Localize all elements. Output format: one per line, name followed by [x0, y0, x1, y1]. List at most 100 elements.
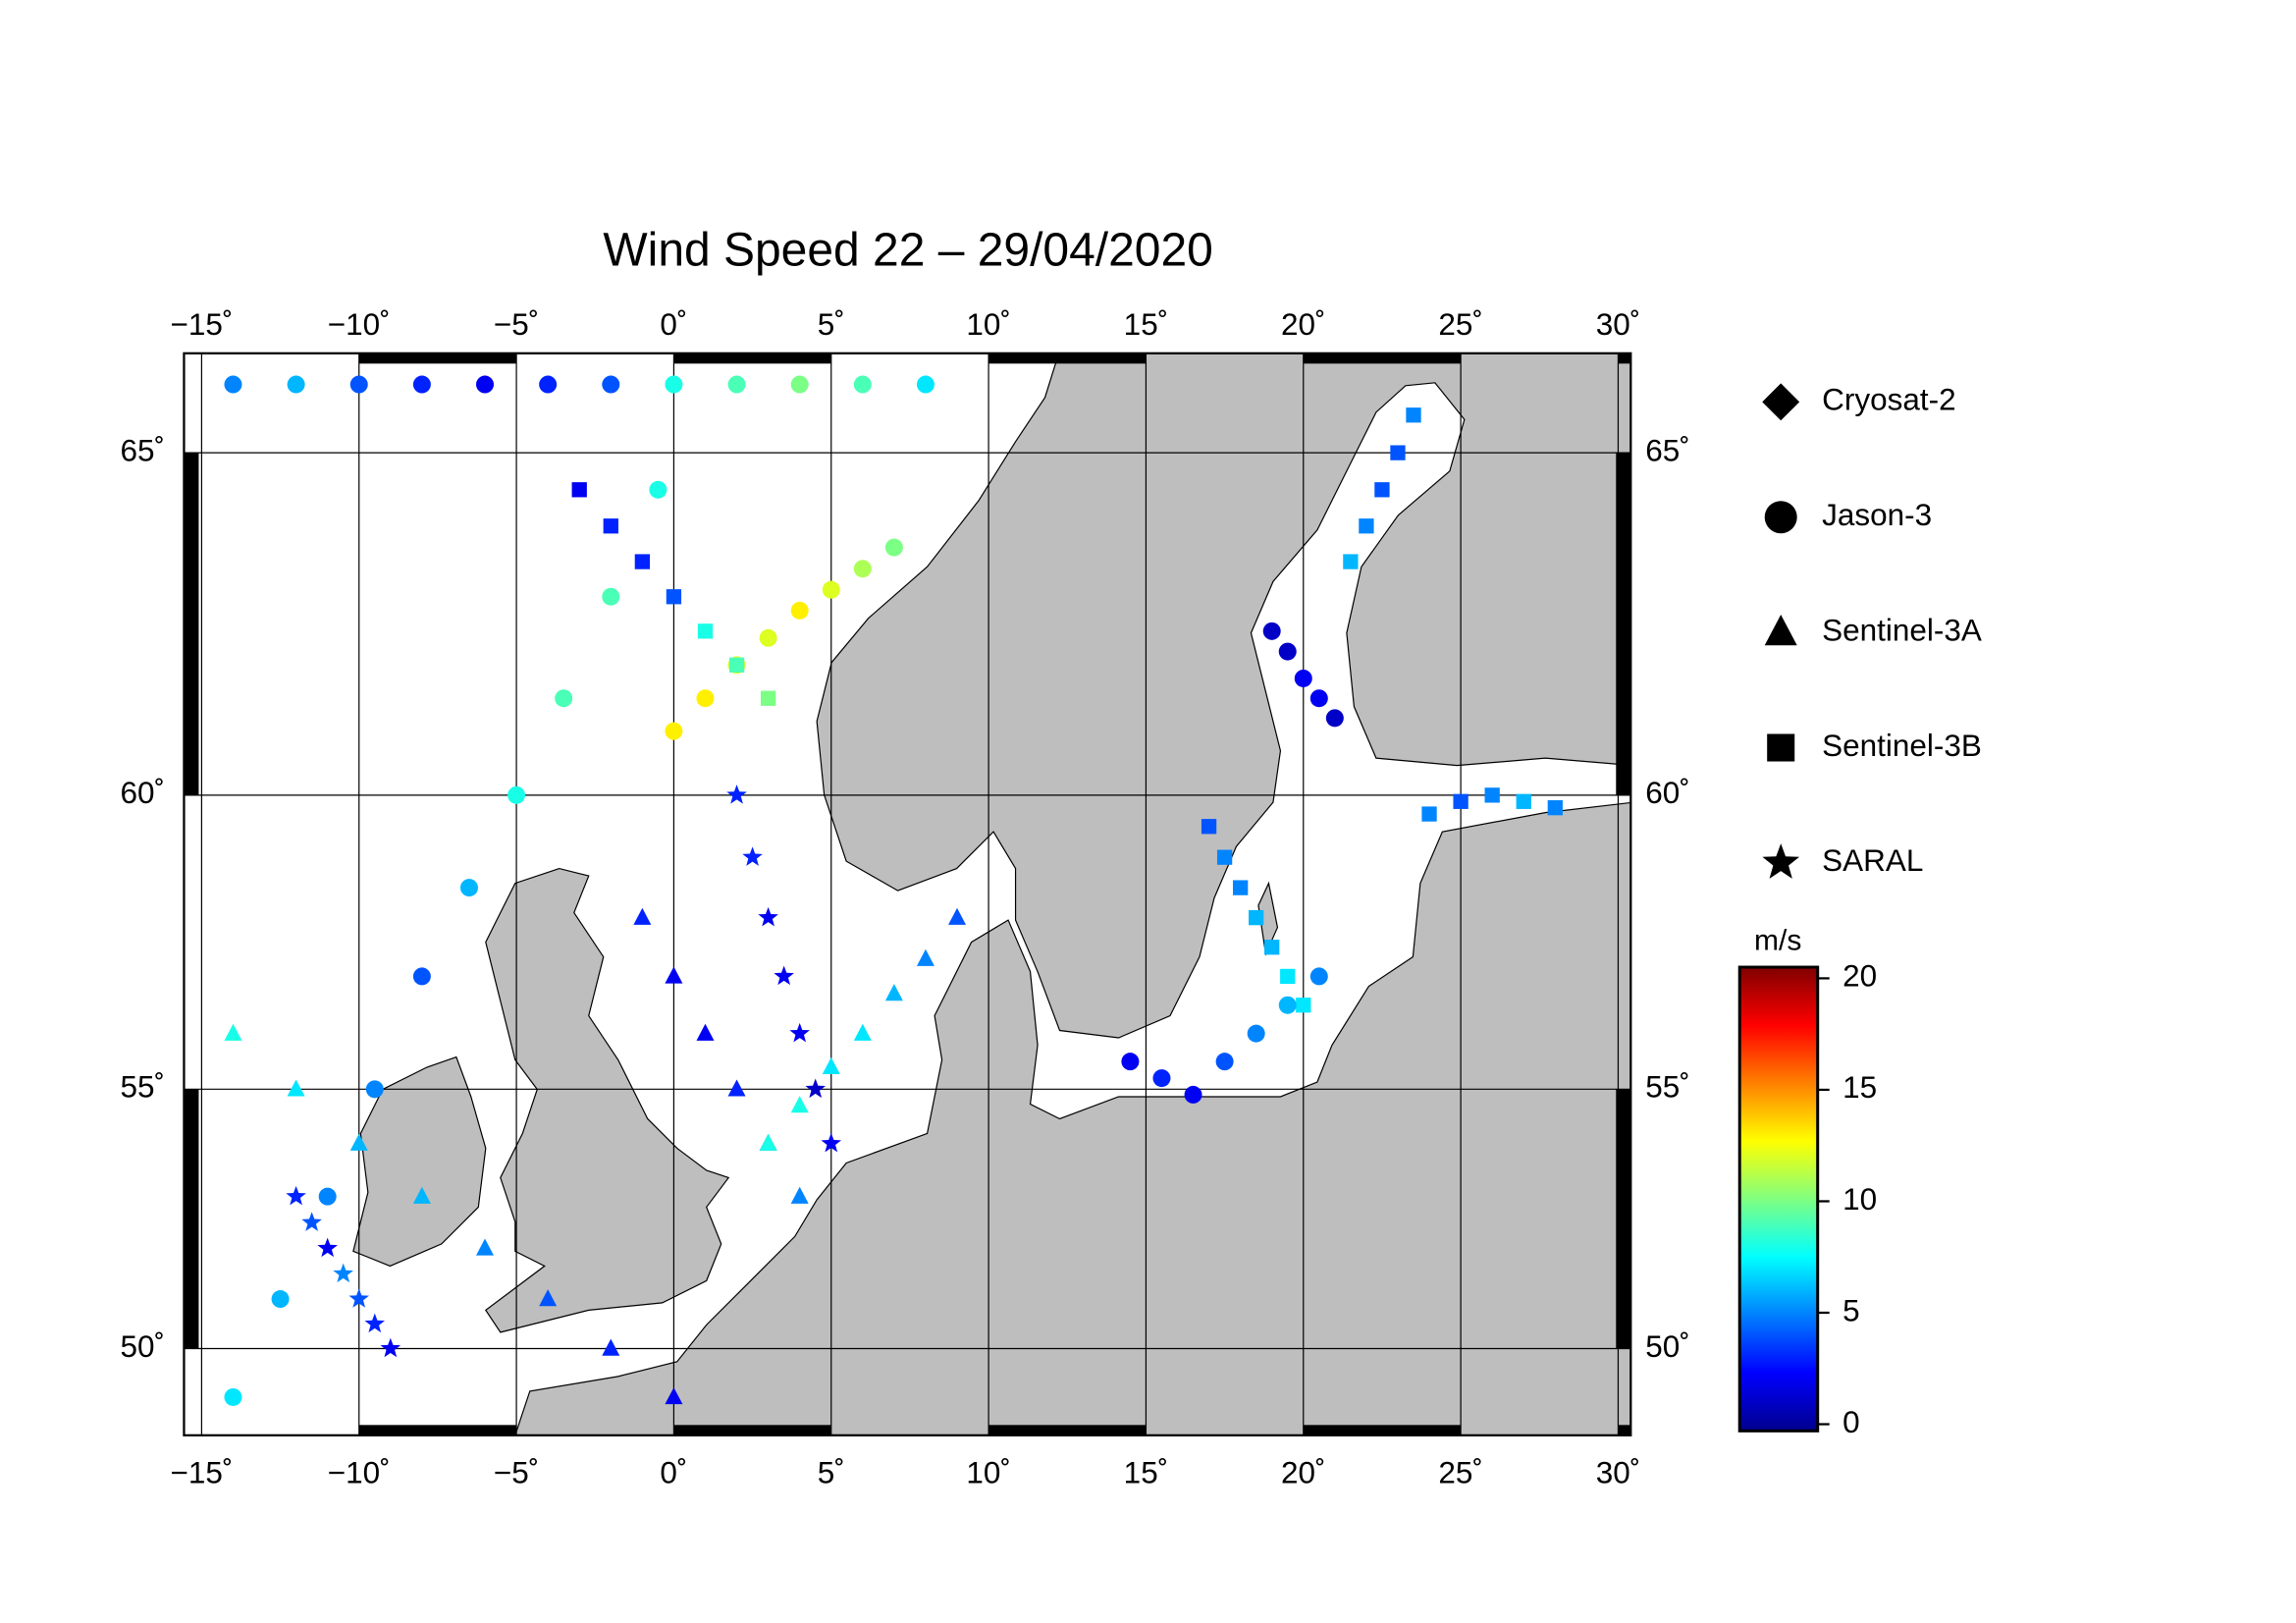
legend-label: SARAL — [1822, 843, 1923, 878]
frame-bar — [358, 352, 517, 364]
colorbar-tick-label: 15 — [1842, 1070, 1877, 1105]
frame-bar — [673, 352, 831, 364]
wind-marker — [727, 1079, 746, 1097]
wind-marker — [1249, 909, 1264, 926]
y-tick-label: 50˚ — [120, 1329, 164, 1364]
legend-label: Sentinel-3A — [1822, 613, 1982, 647]
wind-marker — [349, 1133, 368, 1151]
wind-marker — [1296, 998, 1311, 1013]
wind-marker — [555, 689, 573, 708]
y-tick-label: 55˚ — [120, 1070, 164, 1105]
wind-marker — [790, 601, 809, 620]
y-tick-label: 65˚ — [1645, 433, 1689, 467]
wind-marker — [287, 375, 305, 394]
continent — [514, 801, 1631, 1435]
colorbar-tick-label: 0 — [1842, 1405, 1860, 1439]
map-title: Wind Speed 22 – 29/04/2020 — [603, 225, 1212, 277]
wind-marker — [1516, 793, 1531, 809]
x-tick-label: 5˚ — [818, 1456, 845, 1490]
wind-marker — [853, 560, 872, 578]
wind-marker — [1309, 689, 1328, 708]
x-tick-label: 10˚ — [966, 307, 1010, 342]
frame-bar — [1618, 352, 1631, 364]
wind-marker — [1484, 787, 1500, 803]
wind-marker — [1247, 1024, 1265, 1043]
wind-marker — [412, 375, 431, 394]
wind-marker — [634, 554, 650, 569]
wind-marker — [1453, 793, 1468, 809]
wind-marker — [539, 1289, 558, 1307]
x-tick-label: 15˚ — [1124, 307, 1168, 342]
wind-marker — [271, 1290, 290, 1309]
x-tick-label: −5˚ — [494, 307, 539, 342]
wind-marker — [726, 784, 747, 804]
wind-marker — [1278, 642, 1297, 661]
wind-marker — [665, 722, 683, 740]
wind-marker — [1262, 622, 1281, 640]
y-tick-label: 60˚ — [120, 776, 164, 810]
wind-marker — [727, 375, 746, 394]
map-frame — [183, 352, 1632, 1436]
wind-marker — [1294, 669, 1312, 687]
wind-marker — [697, 623, 714, 639]
wind-marker — [696, 689, 715, 708]
legend-marker — [1767, 733, 1795, 762]
x-tick-label: 25˚ — [1438, 1456, 1482, 1490]
legend-marker — [1764, 501, 1797, 534]
wind-marker — [539, 375, 558, 394]
wind-marker — [1280, 968, 1296, 985]
colorbar-tick-label: 20 — [1842, 959, 1877, 994]
wind-marker — [412, 967, 431, 986]
x-tick-label: 30˚ — [1596, 1456, 1640, 1490]
wind-marker — [665, 375, 683, 394]
frame-bar — [1618, 1425, 1631, 1435]
wind-marker — [1184, 1085, 1202, 1104]
wind-marker — [301, 1212, 322, 1231]
ireland — [352, 1055, 487, 1268]
wind-marker — [696, 1023, 715, 1041]
wind-marker — [602, 375, 620, 394]
wind-marker — [1406, 407, 1421, 423]
frame-bar — [1303, 352, 1462, 364]
wind-marker — [853, 1023, 872, 1041]
colorbar-tick-label: 10 — [1842, 1182, 1877, 1217]
wind-marker — [1309, 967, 1328, 986]
wind-marker — [884, 538, 903, 557]
wind-marker — [633, 907, 652, 925]
wind-marker — [602, 587, 620, 606]
legend-marker — [1762, 383, 1800, 421]
great-britain — [484, 867, 730, 1333]
wind-marker — [349, 375, 368, 394]
wind-marker — [948, 907, 967, 925]
wind-marker — [758, 906, 778, 927]
wind-marker — [1547, 800, 1563, 816]
y-tick-label: 60˚ — [1645, 776, 1689, 810]
x-tick-label: 25˚ — [1438, 307, 1482, 342]
wind-marker — [1121, 1053, 1140, 1071]
wind-marker — [333, 1263, 353, 1283]
wind-marker — [286, 1185, 306, 1206]
wind-marker — [364, 1313, 386, 1333]
legend-marker — [1762, 843, 1800, 879]
x-tick-label: −5˚ — [494, 1456, 539, 1490]
frame-bar — [988, 352, 1147, 364]
x-tick-label: 30˚ — [1596, 307, 1640, 342]
wind-marker — [571, 482, 587, 498]
wind-marker — [603, 518, 618, 534]
legend-label: Cryosat-2 — [1822, 383, 1955, 417]
wind-marker — [1201, 819, 1217, 835]
wind-marker — [1359, 518, 1374, 534]
colorbar-unit: m/s — [1754, 924, 1801, 956]
wind-marker — [916, 948, 934, 966]
wind-marker — [789, 1022, 810, 1043]
wind-marker — [790, 1096, 809, 1113]
wind-marker — [412, 1186, 431, 1204]
wind-marker — [649, 480, 667, 499]
wind-marker — [348, 1288, 370, 1308]
wind-marker — [759, 1133, 777, 1151]
frame-bar — [988, 1425, 1147, 1435]
wind-marker — [666, 589, 682, 605]
wind-marker — [380, 1337, 401, 1358]
